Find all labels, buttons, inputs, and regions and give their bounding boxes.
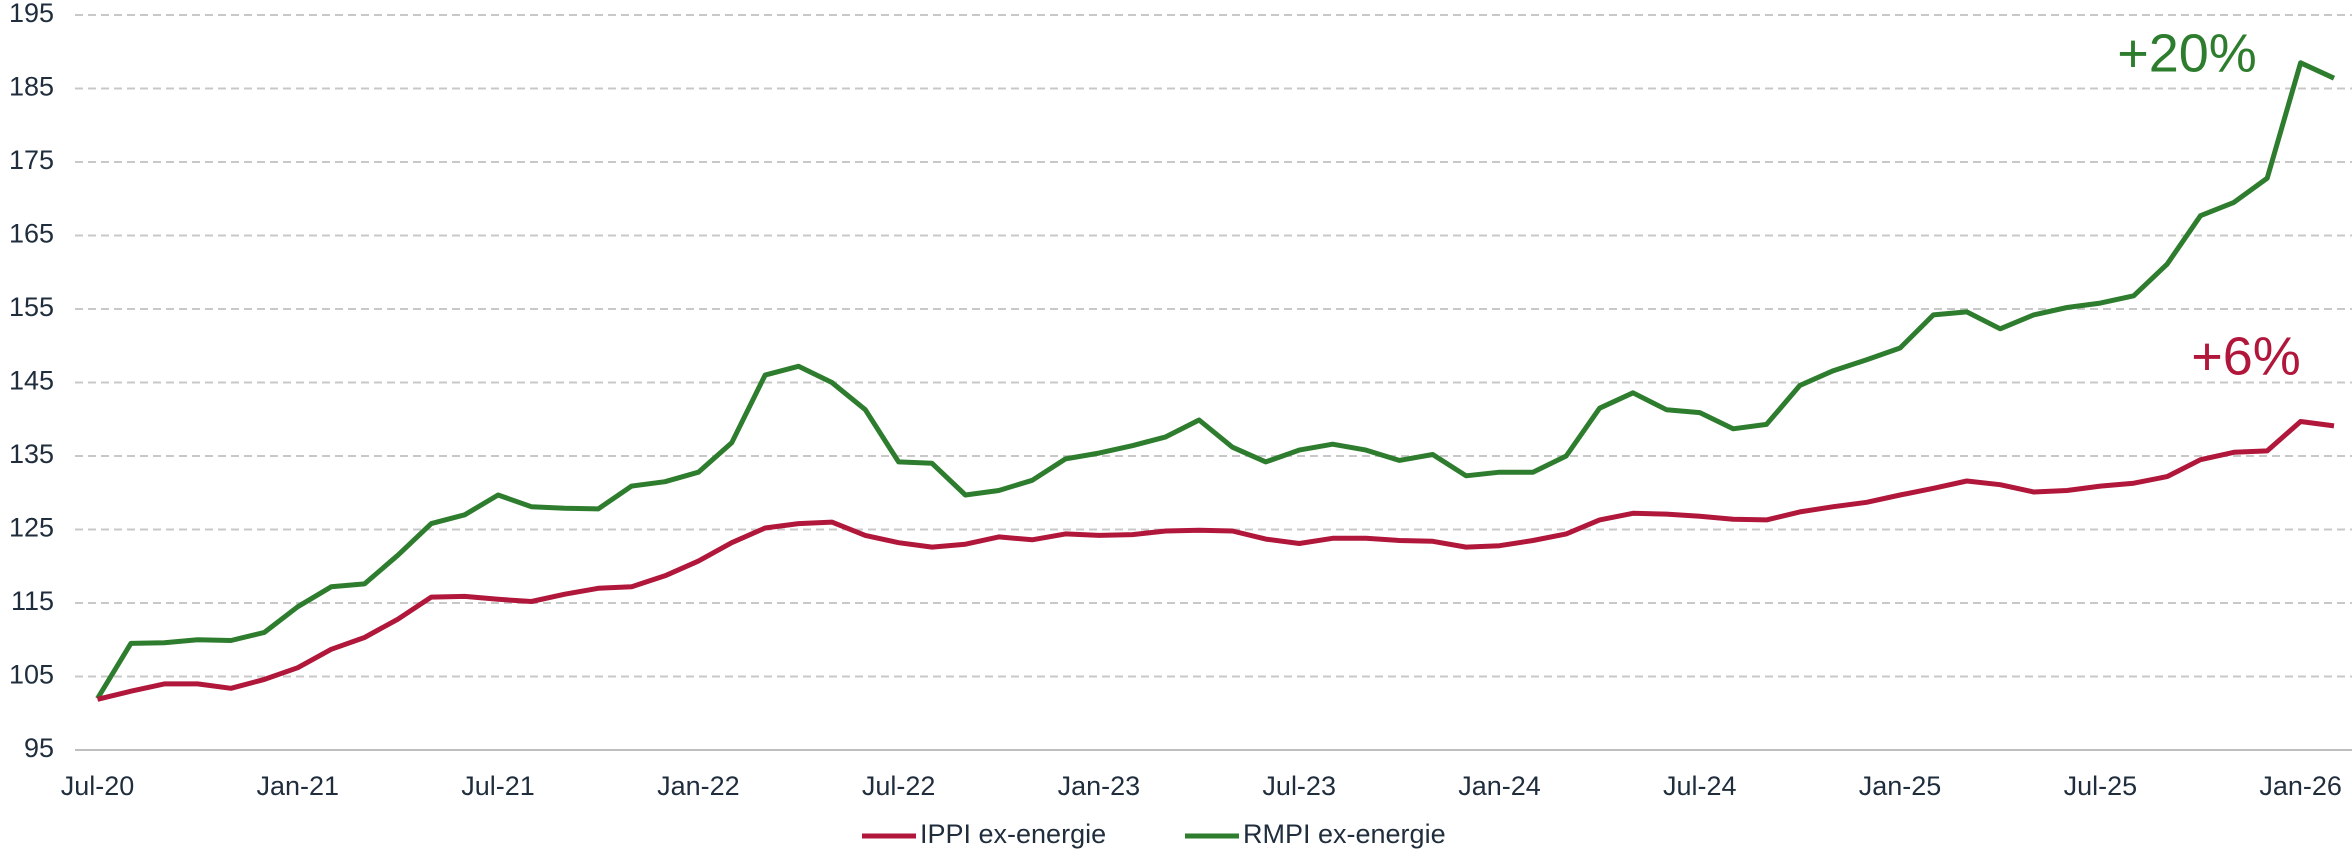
y-tick-label: 135 bbox=[9, 439, 54, 469]
legend-label: RMPI ex-energie bbox=[1243, 819, 1446, 849]
x-tick-label: Jul-23 bbox=[1262, 771, 1336, 801]
x-tick-label: Jan-24 bbox=[1458, 771, 1541, 801]
x-tick-label: Jan-26 bbox=[2259, 771, 2342, 801]
x-tick-label: Jan-25 bbox=[1859, 771, 1942, 801]
x-tick-label: Jul-21 bbox=[461, 771, 535, 801]
legend-label: IPPI ex-energie bbox=[920, 819, 1106, 849]
y-tick-label: 175 bbox=[9, 145, 54, 175]
annotation: +6% bbox=[2191, 326, 2301, 386]
annotation: +20% bbox=[2117, 23, 2257, 83]
x-tick-label: Jul-24 bbox=[1663, 771, 1737, 801]
y-tick-label: 105 bbox=[9, 660, 54, 690]
y-tick-label: 165 bbox=[9, 219, 54, 249]
x-tick-label: Jul-25 bbox=[2064, 771, 2138, 801]
y-tick-label: 155 bbox=[9, 292, 54, 322]
x-tick-label: Jul-22 bbox=[862, 771, 936, 801]
x-tick-label: Jan-22 bbox=[657, 771, 740, 801]
x-tick-label: Jan-21 bbox=[257, 771, 340, 801]
x-tick-label: Jul-20 bbox=[61, 771, 135, 801]
series-line bbox=[95, 60, 2336, 700]
y-tick-label: 95 bbox=[24, 733, 54, 763]
y-tick-label: 115 bbox=[11, 586, 54, 616]
y-tick-label: 195 bbox=[9, 0, 54, 28]
series-line bbox=[96, 419, 2335, 702]
y-tick-label: 145 bbox=[9, 366, 54, 396]
y-tick-label: 185 bbox=[9, 72, 54, 102]
y-tick-label: 125 bbox=[9, 513, 54, 543]
x-tick-label: Jan-23 bbox=[1058, 771, 1141, 801]
